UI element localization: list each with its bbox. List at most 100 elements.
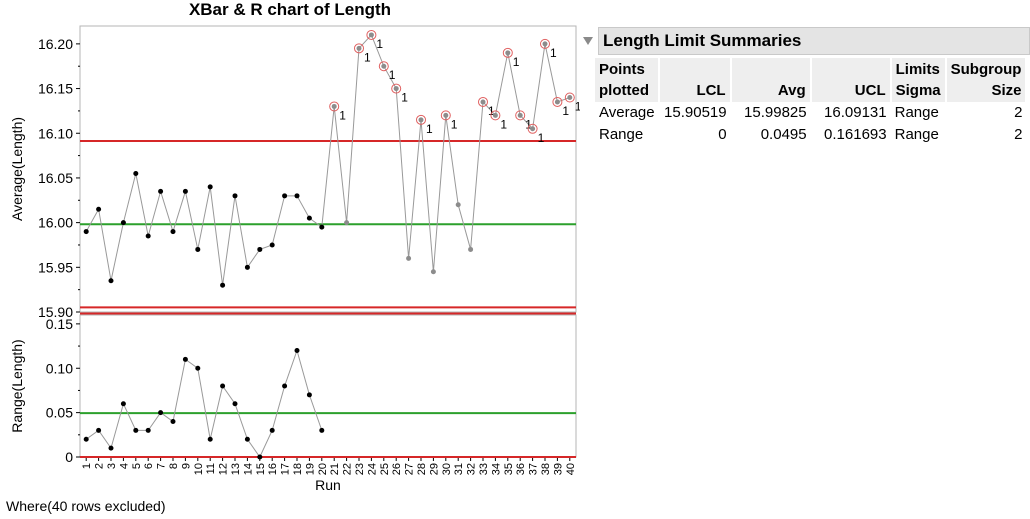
xbar-flag-ring xyxy=(502,47,513,58)
range-point xyxy=(108,445,114,451)
x-tick-label: 33 xyxy=(478,463,490,475)
x-tick-label: 1 xyxy=(81,463,93,469)
xbar-y-tick-label: 15.95 xyxy=(38,259,73,275)
xbar-point xyxy=(133,170,139,176)
xbar-flag-ring xyxy=(366,29,377,40)
xbar-point xyxy=(319,224,325,230)
x-tick-label: 14 xyxy=(242,463,254,475)
xbar-y-tick-label: 16.15 xyxy=(38,81,73,97)
header-avg: Avg xyxy=(730,58,812,102)
xbar-flag-label: 1 xyxy=(389,68,396,82)
x-tick-label: 23 xyxy=(354,463,366,475)
xbar-point xyxy=(344,220,350,226)
x-tick-label: 21 xyxy=(329,463,341,475)
range-y-tick-label: 0.10 xyxy=(46,360,73,376)
x-tick-label: 20 xyxy=(317,463,329,475)
range-point xyxy=(170,419,176,424)
x-tick-label: 27 xyxy=(404,463,416,475)
cell-sigma: Range xyxy=(894,104,939,121)
xbar-point xyxy=(120,220,126,226)
x-tick-label: 30 xyxy=(441,463,453,475)
xbar-point xyxy=(381,63,387,69)
xbar-flag-label: 1 xyxy=(575,100,580,114)
range-plot-frame xyxy=(79,314,577,458)
x-tick-label: 22 xyxy=(342,463,354,475)
x-tick-label: 16 xyxy=(267,463,279,475)
range-point xyxy=(306,392,312,398)
x-tick-label: 9 xyxy=(180,463,192,469)
xbar-point xyxy=(567,95,573,100)
xbar-point xyxy=(195,246,201,252)
xbar-point xyxy=(207,184,213,190)
cell-points: Average xyxy=(599,104,655,121)
xbar-point xyxy=(331,103,337,109)
xbar-flag-ring xyxy=(478,96,488,107)
disclosure-triangle-icon[interactable] xyxy=(583,37,593,45)
xbar-y-axis-label: Average(Length) xyxy=(9,117,25,221)
xbar-flag-label: 1 xyxy=(538,131,545,145)
header-lcl: LCL xyxy=(658,58,732,102)
xbar-point xyxy=(443,112,449,118)
xbar-flag-ring xyxy=(515,110,526,121)
xbar-flag-label: 1 xyxy=(339,108,346,122)
xbar-flag-ring xyxy=(416,114,426,125)
x-tick-label: 15 xyxy=(255,463,267,475)
x-tick-label: 5 xyxy=(131,463,143,469)
xbar-flag-label: 1 xyxy=(488,104,495,118)
range-point xyxy=(158,410,164,416)
chart-title: XBar & R chart of Length xyxy=(188,0,392,19)
xbar-flag-label: 1 xyxy=(500,117,507,131)
range-y-tick-label: 0.05 xyxy=(46,405,73,421)
xbar-flag-ring xyxy=(552,96,563,107)
xbar-point xyxy=(554,99,560,105)
range-point xyxy=(182,356,188,362)
x-tick-label: 12 xyxy=(218,463,230,475)
x-tick-label: 26 xyxy=(391,463,403,475)
xbar-point xyxy=(492,112,498,118)
xbar-flag-label: 1 xyxy=(401,91,408,105)
table-header-row: Points plotted LCL Avg UCL Limits Sigma Su… xyxy=(595,58,1028,102)
xbar-plot-frame xyxy=(79,25,577,313)
xbar-flag-label: 1 xyxy=(513,55,520,69)
range-series-line xyxy=(85,348,323,458)
range-point xyxy=(207,436,213,442)
xbar-flag-ring xyxy=(329,101,340,112)
x-tick-label: 29 xyxy=(428,463,440,475)
range-point xyxy=(195,365,201,371)
limit-summaries-title: Length Limit Summaries xyxy=(598,27,1030,55)
xbar-flag-ring xyxy=(527,123,538,134)
xbar-point xyxy=(356,45,362,51)
x-tick-label: 34 xyxy=(490,463,502,475)
cell-ucl: 0.161693 xyxy=(824,126,887,143)
header-subgroup-size: Subgroup Size xyxy=(945,58,1028,102)
table-row: Average 15.90519 15.99825 16.09131 Range… xyxy=(595,102,1026,124)
xbar-y-tick-label: 16.20 xyxy=(38,36,73,52)
xbar-point xyxy=(530,126,536,132)
limit-summaries-header: Length Limit Summaries xyxy=(580,27,1030,55)
xbar-point xyxy=(145,233,151,239)
cell-size: 2 xyxy=(1014,104,1023,121)
cell-sigma: Range xyxy=(894,126,939,143)
xbar-y-tick-label: 16.05 xyxy=(38,170,73,186)
x-tick-label: 8 xyxy=(168,463,180,469)
xbar-flag-ring xyxy=(391,83,402,94)
xbar-point xyxy=(282,193,288,199)
xbar-point xyxy=(269,242,275,248)
xbar-point xyxy=(232,193,238,199)
x-tick-label: 36 xyxy=(515,463,527,475)
x-tick-label: 24 xyxy=(366,463,378,475)
cell-avg: 15.99825 xyxy=(744,104,807,121)
header-ucl: UCL xyxy=(810,58,892,102)
range-point xyxy=(294,348,300,353)
x-tick-label: 13 xyxy=(230,463,242,475)
range-y-tick-label: 0.15 xyxy=(46,316,73,332)
range-point xyxy=(269,427,275,433)
xbar-flag-label: 1 xyxy=(550,46,557,60)
table-row: Range 0 0.0495 0.161693 Range 2 xyxy=(595,124,1026,146)
xbar-point xyxy=(294,193,300,199)
range-point xyxy=(133,427,139,433)
xbar-y-tick-label: 15.90 xyxy=(38,304,73,320)
range-point xyxy=(220,383,226,389)
x-tick-label: 32 xyxy=(466,463,478,475)
limit-summaries-table: Points plotted LCL Avg UCL Limits Sigma Su… xyxy=(595,58,1028,146)
